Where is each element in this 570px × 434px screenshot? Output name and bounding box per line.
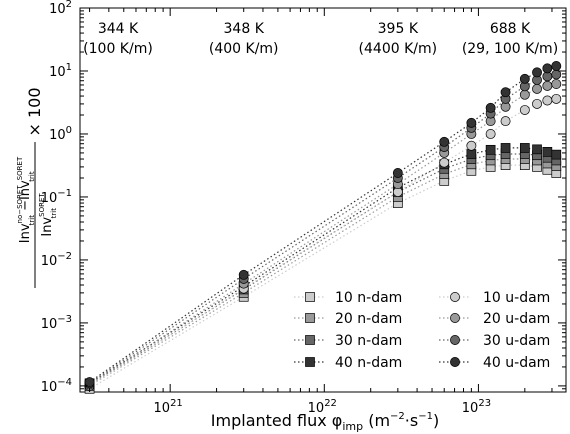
y-tick-label: 10−3 <box>41 314 72 332</box>
data-point-circle <box>542 95 553 106</box>
annotation-gradient: (4400 K/m) <box>359 41 438 57</box>
y-tick-label: 100 <box>49 125 72 143</box>
series-line <box>89 158 557 387</box>
data-point-circle <box>551 61 562 71</box>
data-point-circle <box>519 105 530 115</box>
data-point-circle <box>485 129 496 139</box>
annotation-gradient: (100 K/m) <box>83 41 153 57</box>
temperature-annotations: 344 K (100 K/m) 348 K (400 K/m) 395 K (4400 K… <box>83 21 558 57</box>
y-tick-label: 101 <box>49 62 72 80</box>
data-point-circle <box>466 140 477 151</box>
data-point-circle <box>485 102 496 113</box>
data-point-square <box>500 143 511 153</box>
legend-label: 10 n-dam <box>335 290 402 306</box>
legend-label: 20 n-dam <box>335 311 402 327</box>
series-markers <box>84 61 562 394</box>
legend-marker-circle <box>450 313 460 323</box>
data-point-square <box>485 144 496 155</box>
data-point-circle <box>519 89 530 100</box>
data-point-circle <box>542 63 553 74</box>
y-axis-label-multiplier: × 100 <box>25 87 44 136</box>
annotation-temperature: 395 K <box>378 21 419 37</box>
y-tick-label: 10−4 <box>41 377 72 395</box>
data-point-circle <box>551 93 562 104</box>
x-tick-label: 1022 <box>308 398 337 416</box>
annotation-temperature: 344 K <box>98 21 139 37</box>
y-axis-label-numerator: Invno−SORET trit −InvSORET trit <box>16 156 36 243</box>
annotation-gradient: (400 K/m) <box>209 41 279 57</box>
x-tick-label: 1021 <box>154 398 183 416</box>
data-point-circle <box>84 377 95 388</box>
series-line <box>89 153 557 386</box>
data-point-circle <box>500 87 511 98</box>
y-tick-label: 102 <box>49 0 72 17</box>
data-point-circle <box>238 269 249 280</box>
x-tick-label: 1023 <box>462 398 491 416</box>
x-axis-label: Implanted flux φimp (m−2·s−1) <box>211 411 439 433</box>
y-axis-label: Invno−SORET trit −InvSORET trit InvSORET tr… <box>16 87 58 288</box>
legend-label: 20 u-dam <box>483 311 550 327</box>
y-tick-label: 10−2 <box>41 251 72 269</box>
legend: 10 n-dam 20 n-dam 30 n-dam 40 n-dam 10 u-dam… <box>294 290 550 371</box>
legend-label: 30 u-dam <box>483 333 550 349</box>
data-point-circle <box>392 168 403 178</box>
legend-marker-square <box>305 313 315 323</box>
data-point-square <box>519 143 530 153</box>
annotation-temperature: 348 K <box>224 21 265 37</box>
legend-marker-square <box>305 335 315 345</box>
data-point-square <box>466 149 477 159</box>
legend-marker-circle <box>450 335 460 345</box>
legend-label: 10 u-dam <box>483 290 550 306</box>
data-point-circle <box>532 67 542 78</box>
data-point-circle <box>542 80 553 91</box>
legend-marker-circle <box>450 292 460 302</box>
data-point-circle <box>532 83 542 94</box>
data-point-circle <box>551 79 562 90</box>
data-point-circle <box>466 117 477 128</box>
annotation-gradient: (29, 100 K/m) <box>462 41 558 57</box>
data-point-circle <box>532 98 542 109</box>
legend-label: 40 u-dam <box>483 355 550 371</box>
data-point-square <box>551 149 562 160</box>
data-point-circle <box>500 116 511 127</box>
data-point-circle <box>439 136 450 147</box>
data-point-circle <box>439 157 450 168</box>
legend-marker-circle <box>450 357 460 367</box>
legend-label: 40 n-dam <box>335 355 402 371</box>
y-axis-label-denominator: InvSORET trit <box>38 193 58 237</box>
series-line <box>89 147 557 384</box>
axis-ticks: 1021 1022 1023 10−4 10−3 10−2 10−1 100 101 102 <box>41 0 566 416</box>
data-point-square <box>532 144 542 155</box>
y-tick-label: 10−1 <box>41 188 72 206</box>
legend-marker-square <box>305 292 315 302</box>
data-point-circle <box>519 73 530 84</box>
legend-marker-square <box>305 357 315 367</box>
annotation-temperature: 688 K <box>490 21 531 37</box>
data-point-square <box>542 147 553 157</box>
legend-label: 30 n-dam <box>335 333 402 349</box>
